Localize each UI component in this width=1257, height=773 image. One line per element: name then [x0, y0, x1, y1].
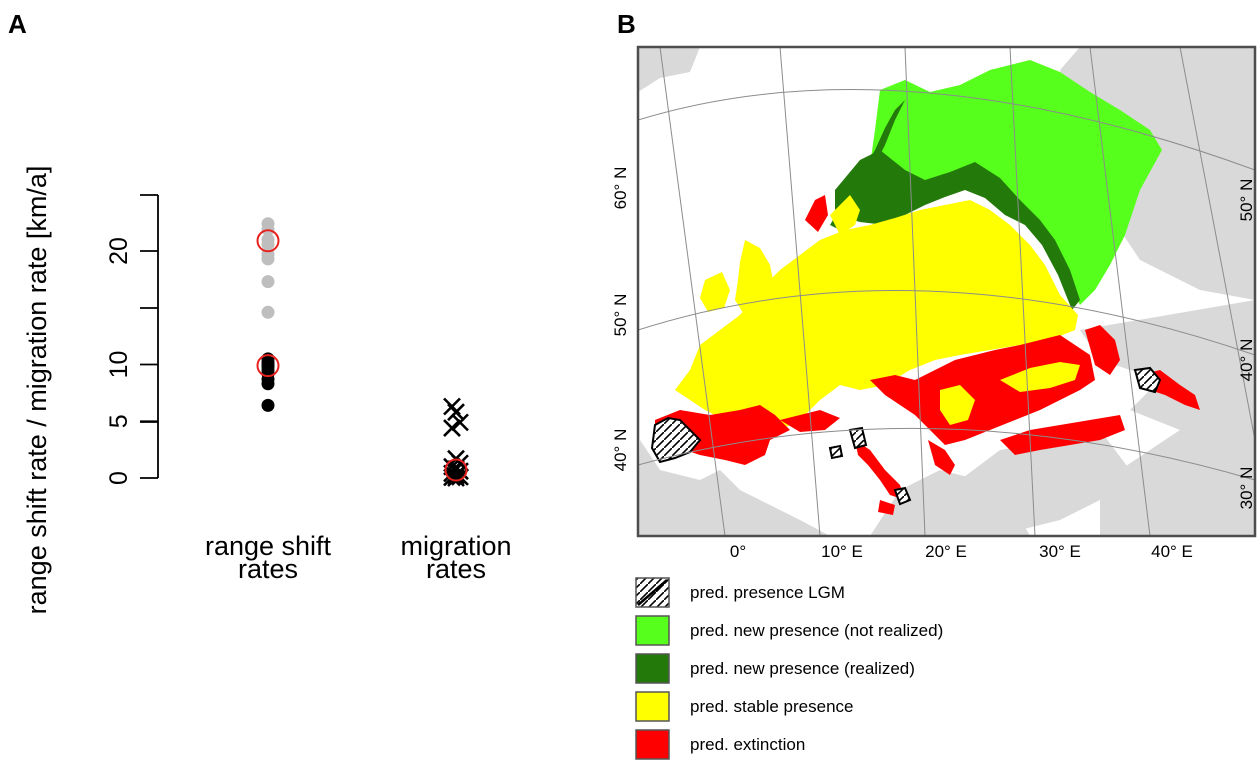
- data-point: [262, 399, 275, 412]
- legend-swatch: [636, 692, 669, 721]
- map-y-tick: 40° N: [611, 429, 630, 472]
- legend-label: pred. new presence (not realized): [690, 621, 943, 640]
- category-label: range shift rates: [205, 531, 332, 584]
- panel-a-label: A: [8, 9, 27, 39]
- data-point: [262, 306, 275, 319]
- map-y-tick: 50° N: [1237, 179, 1256, 222]
- category-label: migration rates: [400, 531, 511, 584]
- map-x-tick: 30° E: [1039, 542, 1081, 561]
- map-y-tick: 40° N: [1237, 339, 1256, 382]
- data-point: [262, 377, 275, 390]
- panel-a-chart: 0 5 10 20 range shift rate / migration rate…: [22, 166, 512, 615]
- legend-label: pred. new presence (realized): [690, 659, 915, 678]
- y-axis-title: range shift rate / migration rate [km/a]: [22, 166, 52, 615]
- map-x-tick: 10° E: [821, 542, 863, 561]
- data-point: [262, 275, 275, 288]
- legend-swatch: [636, 616, 669, 645]
- y-tick-label: 20: [105, 237, 133, 265]
- legend-swatch: [636, 654, 669, 683]
- map-x-tick: 20° E: [925, 542, 967, 561]
- y-tick-label: 0: [105, 471, 133, 485]
- data-points: [258, 217, 469, 486]
- map-y-tick: 60° N: [611, 167, 630, 210]
- map-y-tick: 50° N: [611, 294, 630, 337]
- panel-b-map: 0° 10° E 20° E 30° E 40° E 60° N 50° N 4…: [611, 47, 1256, 759]
- category-labels: range shift rates migration rates: [205, 531, 512, 584]
- map-x-ticks: 0° 10° E 20° E 30° E 40° E: [730, 542, 1193, 561]
- map-y-tick: 30° N: [1237, 467, 1256, 510]
- map-x-tick: 0°: [730, 542, 746, 561]
- y-tick-label: 5: [105, 414, 133, 428]
- data-point: [262, 252, 275, 265]
- legend-swatch: [636, 730, 669, 759]
- map-y-ticks-left: 60° N 50° N 40° N: [611, 167, 630, 472]
- legend-label: pred. extinction: [690, 735, 805, 754]
- legend-label: pred. stable presence: [690, 697, 854, 716]
- map-legend: pred. presence LGM pred. new presence (no…: [636, 578, 943, 759]
- legend-label: pred. presence LGM: [690, 583, 845, 602]
- y-axis-ticks: 0 5 10 20: [105, 195, 158, 485]
- panel-b-label: B: [617, 9, 636, 39]
- map-x-tick: 40° E: [1151, 542, 1193, 561]
- y-tick-label: 10: [105, 351, 133, 379]
- data-point: [444, 420, 460, 436]
